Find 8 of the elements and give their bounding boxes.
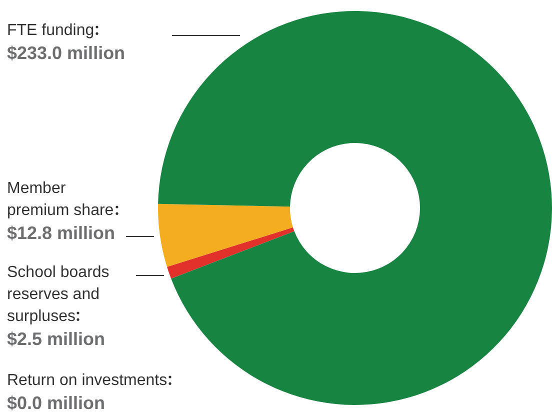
data-label: $2.5 million: [7, 329, 106, 349]
data-label: $12.8 million: [7, 223, 116, 243]
category-label: Return on investments: [7, 372, 168, 389]
text: $0.0 million: [7, 393, 106, 413]
slice-label: Member premium share: [7, 180, 114, 219]
slice-label: School boards reserves and surpluses: [7, 264, 110, 325]
slice-label: FTE funding: [7, 22, 94, 39]
data-label: $233.0 million: [7, 43, 126, 63]
